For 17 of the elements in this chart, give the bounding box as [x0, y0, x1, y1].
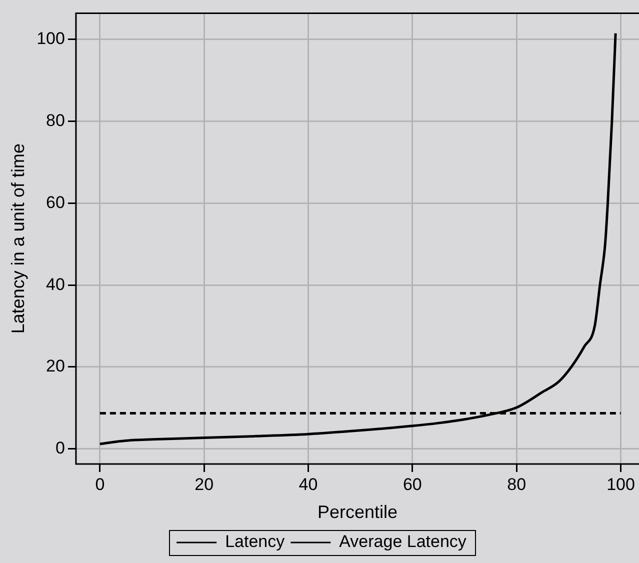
x-tick-label: 100: [606, 474, 635, 494]
legend-label: Average Latency: [339, 532, 467, 552]
y-axis-title: Latency in a unit of time: [8, 144, 28, 334]
legend-label: Latency: [225, 532, 286, 552]
x-tick-label: 0: [95, 474, 105, 494]
x-axis-title: Percentile: [317, 502, 398, 522]
x-tick-label: 20: [194, 474, 214, 494]
x-tick-label: 80: [507, 474, 526, 494]
x-tick-label: 60: [402, 474, 422, 494]
y-tick-label: 60: [46, 192, 65, 212]
y-tick-label: 40: [46, 274, 65, 294]
y-tick-label: 100: [36, 29, 65, 48]
x-tick-label: 40: [298, 474, 318, 494]
y-tick-label: 80: [46, 110, 65, 130]
line-series: [98, 32, 617, 446]
y-tick-label: 20: [46, 356, 65, 376]
y-tick-label: 0: [55, 438, 65, 458]
